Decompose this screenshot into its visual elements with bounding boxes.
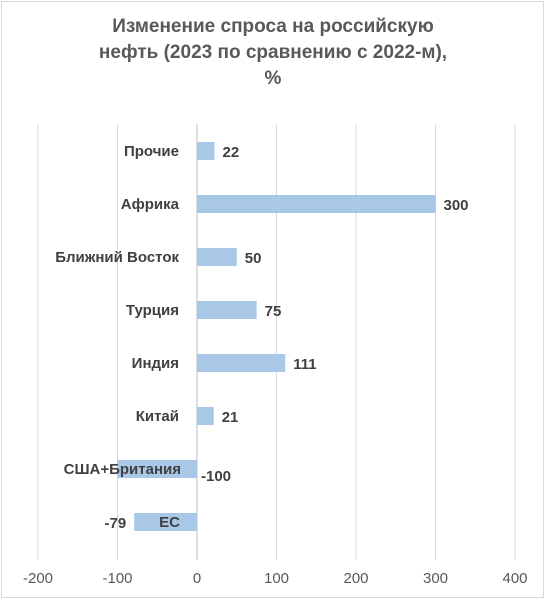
data-label: 22	[222, 144, 239, 161]
bar	[197, 142, 215, 160]
chart-title-line-3: %	[264, 68, 282, 89]
category-label: Китай	[136, 408, 179, 425]
chart-title-line-1: Изменение спроса на российскую	[112, 16, 434, 37]
data-labels: 22 300 50 75 111 21 -100 -79	[105, 144, 469, 532]
bar	[197, 354, 286, 372]
bar	[197, 407, 214, 425]
category-label: США+Британия	[64, 461, 181, 478]
chart-title-line-2: нефть (2023 по сравнению с 2022-м),	[98, 42, 448, 63]
chart-title: Изменение спроса на российскую нефть (20…	[0, 14, 546, 92]
bars	[117, 142, 436, 531]
data-label: 50	[245, 250, 262, 267]
category-label: Турция	[126, 302, 179, 319]
x-tick-label: 200	[343, 570, 368, 587]
category-label: Ближний Восток	[55, 249, 179, 266]
x-axis-tick-labels: -200 -100 0 100 200 300 400	[23, 570, 528, 587]
bar	[197, 248, 237, 266]
bar	[117, 460, 197, 478]
bar	[134, 513, 197, 531]
bar	[197, 301, 257, 319]
data-label: 75	[265, 303, 282, 320]
data-label: 111	[293, 356, 316, 373]
x-tick-label: 400	[502, 570, 527, 587]
data-label: -79	[105, 515, 127, 532]
gridlines	[37, 124, 516, 560]
category-label: ЕС	[159, 514, 180, 531]
data-label: 21	[222, 409, 239, 426]
data-label: 300	[444, 197, 469, 214]
bar	[197, 195, 436, 213]
category-label: Индия	[132, 355, 179, 372]
x-tick-label: 0	[193, 570, 201, 587]
category-label: Прочие	[124, 143, 179, 160]
category-label: Африка	[121, 196, 180, 213]
category-labels: Прочие Африка Ближний Восток Турция Индия Кит…	[55, 143, 181, 531]
data-label: -100	[201, 468, 231, 485]
x-tick-label: -200	[23, 570, 53, 587]
x-tick-label: 100	[264, 570, 289, 587]
x-tick-label: 300	[423, 570, 448, 587]
x-tick-label: -100	[102, 570, 132, 587]
